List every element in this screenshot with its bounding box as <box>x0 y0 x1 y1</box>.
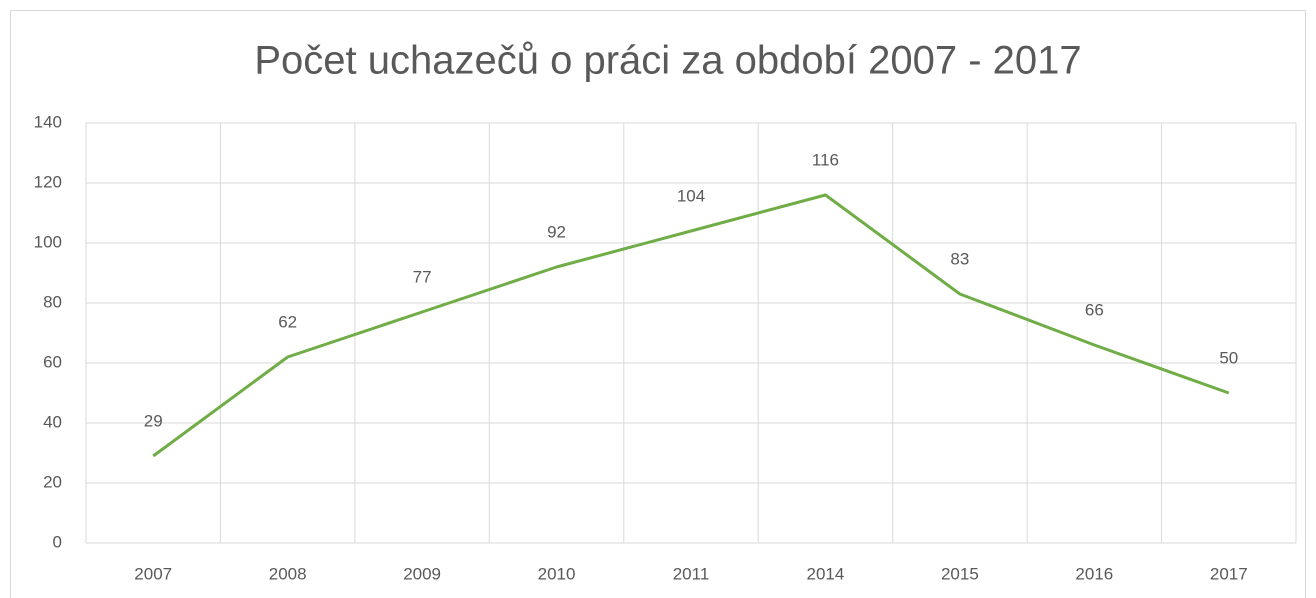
y-tick-label: 100 <box>34 232 62 251</box>
data-label: 92 <box>547 222 566 241</box>
x-tick-label: 2014 <box>807 564 845 583</box>
data-label: 104 <box>677 186 705 205</box>
x-tick-label: 2017 <box>1210 564 1248 583</box>
chart-border <box>10 10 1306 598</box>
x-tick-label: 2008 <box>269 564 307 583</box>
y-tick-label: 60 <box>43 352 62 371</box>
x-tick-label: 2009 <box>403 564 441 583</box>
x-tick-label: 2010 <box>538 564 576 583</box>
data-line <box>152 193 1230 458</box>
data-label: 77 <box>413 267 432 286</box>
data-label: 66 <box>1085 300 1104 319</box>
x-tick-label: 2011 <box>673 564 710 583</box>
y-tick-label: 20 <box>43 472 62 491</box>
x-tick-label: 2016 <box>1075 564 1113 583</box>
data-label: 29 <box>144 411 163 430</box>
y-tick-label: 80 <box>43 292 62 311</box>
y-tick-label: 40 <box>43 412 62 431</box>
data-label: 83 <box>950 249 969 268</box>
y-tick-label: 140 <box>34 112 62 131</box>
y-tick-label: 120 <box>34 172 62 191</box>
chart-title: Počet uchazečů o práci za období 2007 - … <box>254 39 1081 83</box>
y-tick-label: 0 <box>53 532 62 551</box>
x-tick-label: 2015 <box>941 564 979 583</box>
x-tick-label: 2007 <box>134 564 172 583</box>
data-label: 50 <box>1219 348 1238 367</box>
data-label: 62 <box>278 312 297 331</box>
data-label: 116 <box>812 150 839 169</box>
